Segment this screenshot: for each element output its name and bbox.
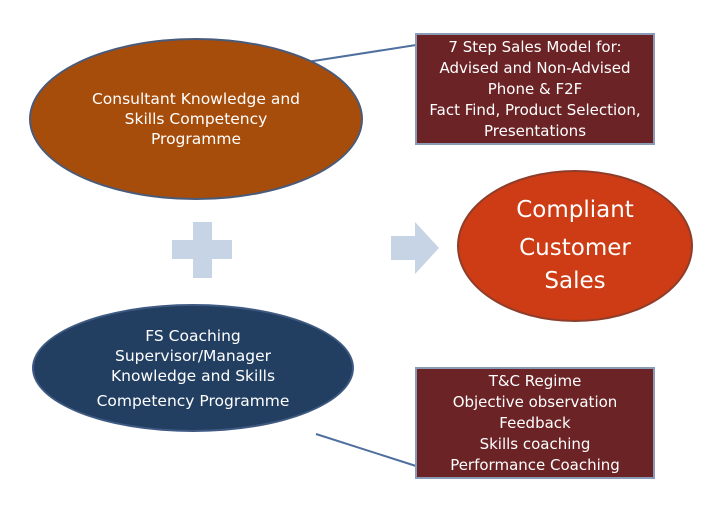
- regime-line-5: Performance Coaching: [450, 455, 620, 474]
- coaching-line-2: Supervisor/Manager: [115, 346, 271, 365]
- coaching-programme-ellipse: FS Coaching Supervisor/Manager Knowledge…: [32, 304, 354, 432]
- connector-sales-model: [306, 44, 417, 63]
- coaching-line-3: Knowledge and Skills: [110, 366, 276, 385]
- right-arrow-icon: [391, 222, 439, 274]
- result-line-3: Sales: [544, 268, 606, 294]
- regime-line-4: Skills coaching: [479, 434, 591, 453]
- sales-model-line-5: Presentations: [483, 121, 587, 140]
- consultant-programme-ellipse: Consultant Knowledge and Skills Competen…: [29, 38, 363, 200]
- regime-line-3: Feedback: [499, 413, 571, 432]
- sales-model-line-1: 7 Step Sales Model for:: [448, 37, 622, 56]
- sales-model-line-2: Advised and Non-Advised: [439, 58, 631, 77]
- coaching-line-4: Competency Programme: [96, 391, 290, 410]
- connector-regime: [315, 433, 417, 467]
- regime-line-1: T&C Regime: [488, 371, 582, 390]
- consultant-line-1: Consultant Knowledge and: [91, 90, 301, 108]
- sales-model-line-4: Fact Find, Product Selection,: [429, 100, 641, 119]
- plus-icon: [172, 222, 232, 278]
- sales-model-box: 7 Step Sales Model for: Advised and Non-…: [415, 33, 655, 145]
- coaching-regime-box: T&C Regime Objective observation Feedbac…: [415, 367, 655, 479]
- compliant-customer-sales-ellipse: Compliant Customer Sales: [457, 170, 693, 322]
- result-line-1: Compliant: [516, 197, 634, 223]
- sales-model-line-3: Phone & F2F: [487, 79, 583, 98]
- regime-line-2: Objective observation: [452, 392, 618, 411]
- consultant-line-2: Skills Competency: [124, 110, 268, 128]
- consultant-line-3: Programme: [150, 130, 242, 148]
- result-line-2: Customer: [519, 235, 631, 261]
- coaching-line-1: FS Coaching: [145, 326, 241, 345]
